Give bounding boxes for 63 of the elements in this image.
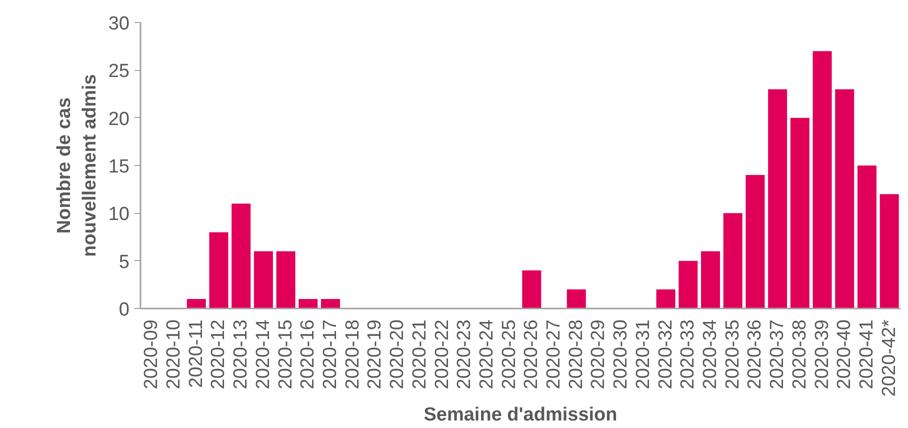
bar: [209, 232, 228, 308]
bar: [656, 289, 676, 308]
bar: [857, 166, 876, 308]
x-tick-label: 2020-14: [252, 319, 274, 390]
x-tick-label: 2020-38: [789, 319, 810, 390]
bar: [254, 251, 273, 308]
x-tick-label: 2020-35: [722, 319, 744, 390]
x-tick-label: 2020-33: [678, 319, 699, 390]
bar: [723, 213, 742, 308]
bar: [186, 298, 206, 308]
x-tick-label: 2020-32: [655, 319, 676, 390]
bar: [701, 251, 720, 308]
x-tick-label: 2020-28: [566, 319, 587, 390]
bar: [566, 289, 586, 308]
bar: [298, 298, 318, 308]
bar: [746, 175, 765, 308]
x-tick-label: 2020-17: [320, 319, 341, 390]
x-tick-label: 2020-25: [498, 319, 520, 390]
y-tick-label: 25: [108, 61, 130, 82]
x-tick-label: 2020-21: [409, 319, 430, 390]
x-tick-label: 2020-22: [432, 319, 453, 390]
bar: [232, 204, 251, 308]
y-tick-label: 5: [118, 252, 130, 273]
bar: [522, 270, 542, 308]
x-tick-label: 2020-27: [544, 319, 565, 390]
bar: [790, 118, 810, 308]
y-tick-label: 20: [108, 108, 130, 130]
x-tick-label: 2020-10: [164, 319, 185, 390]
x-tick-label: 2020-40: [834, 319, 856, 390]
x-tick-label: 2020-26: [521, 319, 542, 390]
x-tick-label: 2020-19: [364, 319, 386, 390]
x-tick-label: 2020-23: [454, 319, 476, 390]
y-tick-label: 15: [108, 156, 130, 178]
x-tick-label: 2020-15: [275, 319, 296, 390]
x-tick-label: 2020-37: [767, 319, 788, 390]
x-tick-label: 2020-24: [476, 319, 498, 390]
y-tick-label: 30: [108, 14, 130, 34]
y-axis-title: Nombre de cas nouvellement admis: [54, 74, 100, 257]
x-tick-label: 2020-20: [387, 319, 408, 390]
x-tick-label: 2020-11: [186, 319, 207, 388]
x-tick-label: 2020-31: [632, 319, 654, 390]
x-tick-label: 2020-34: [700, 319, 721, 390]
bar: [835, 89, 854, 308]
bar: [880, 194, 899, 308]
x-axis-title: Semaine d'admission: [424, 404, 618, 426]
bar: [276, 251, 296, 308]
x-tick-label: 2020-16: [298, 319, 319, 390]
x-tick-label: 2020-41: [856, 319, 878, 390]
x-tick-label: 2020-39: [812, 319, 833, 390]
x-tick-label: 2020-18: [342, 319, 364, 390]
x-tick-label: 2020-13: [230, 319, 252, 390]
x-tick-label: 2020-42*: [878, 318, 900, 397]
x-tick-label: 2020-29: [588, 319, 610, 390]
y-tick-label: 0: [118, 300, 130, 320]
x-tick-label: 2020-30: [610, 319, 632, 390]
bar: [812, 51, 832, 308]
y-tick-label: 10: [108, 204, 130, 226]
bar: [768, 89, 788, 308]
x-tick-label: 2020-09: [141, 319, 162, 390]
x-tick-label: 2020-12: [208, 319, 230, 390]
x-tick-label: 2020-36: [744, 319, 766, 390]
bar: [678, 260, 698, 308]
bar: [321, 298, 340, 308]
